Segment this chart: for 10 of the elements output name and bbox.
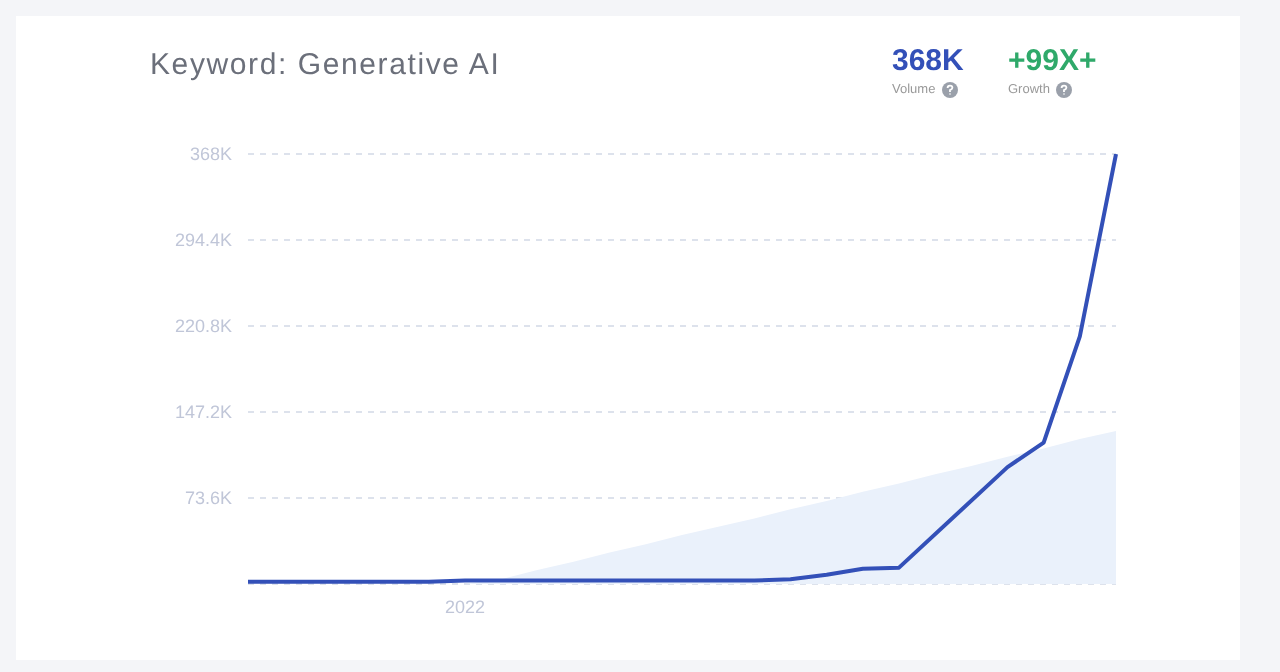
- text: +99X+: [1008, 44, 1097, 78]
- line-series: [246, 154, 1118, 584]
- y-tick-label: 147.2K: [174, 402, 232, 423]
- text: 368K: [892, 44, 964, 78]
- y-tick-label: 368K: [189, 144, 232, 165]
- y-tick-label: 220.8K: [174, 316, 232, 337]
- y-tick-label: 294.4K: [174, 230, 232, 251]
- y-tick-label: 73.6K: [184, 488, 232, 509]
- x-tick-label: 2022: [444, 596, 486, 617]
- chart-title: Keyword: Generative AI: [150, 48, 501, 82]
